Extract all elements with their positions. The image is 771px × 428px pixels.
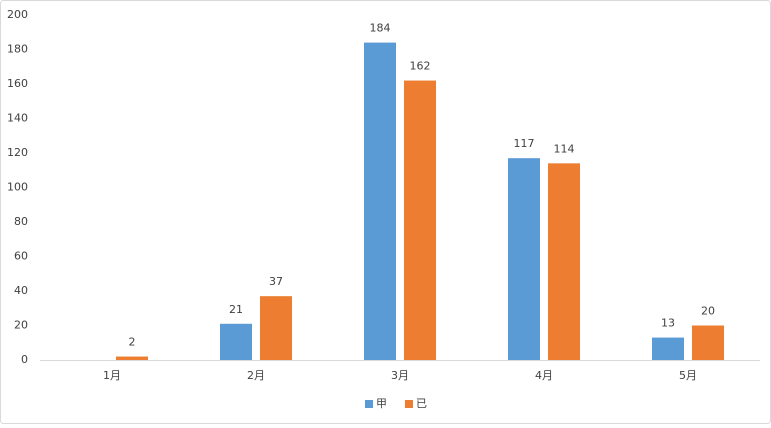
x-tick-label: 1月 — [103, 369, 121, 382]
data-label: 37 — [269, 275, 283, 288]
data-label: 184 — [370, 22, 391, 35]
y-tick-label: 200 — [7, 8, 28, 21]
data-label: 114 — [554, 142, 575, 155]
data-label: 20 — [701, 305, 715, 318]
bar — [508, 158, 540, 360]
data-label: 13 — [661, 317, 675, 330]
bar — [364, 42, 396, 360]
y-tick-label: 100 — [7, 181, 28, 194]
x-tick-label: 2月 — [247, 369, 265, 382]
legend-label: 甲 — [376, 397, 387, 410]
y-tick-label: 120 — [7, 146, 28, 159]
data-label: 21 — [229, 303, 243, 316]
legend-swatch — [365, 400, 373, 408]
bar — [220, 323, 252, 360]
bar — [692, 325, 724, 360]
y-tick-label: 20 — [14, 319, 28, 332]
x-tick-label: 4月 — [535, 369, 553, 382]
data-label: 117 — [514, 137, 535, 150]
y-tick-label: 160 — [7, 77, 28, 90]
legend-swatch — [405, 400, 413, 408]
data-label: 162 — [410, 60, 431, 73]
bar — [116, 356, 148, 360]
data-label: 2 — [129, 336, 136, 349]
bar — [260, 296, 292, 360]
y-tick-label: 60 — [14, 250, 28, 263]
bar — [548, 163, 580, 360]
bar — [652, 337, 684, 360]
y-tick-label: 0 — [21, 353, 28, 366]
legend-label: 已 — [416, 397, 427, 410]
y-tick-label: 80 — [14, 215, 28, 228]
y-tick-label: 180 — [7, 43, 28, 56]
x-tick-label: 3月 — [391, 369, 409, 382]
bar — [404, 80, 436, 361]
x-tick-label: 5月 — [679, 369, 697, 382]
y-tick-label: 40 — [14, 284, 28, 297]
y-tick-label: 140 — [7, 112, 28, 125]
